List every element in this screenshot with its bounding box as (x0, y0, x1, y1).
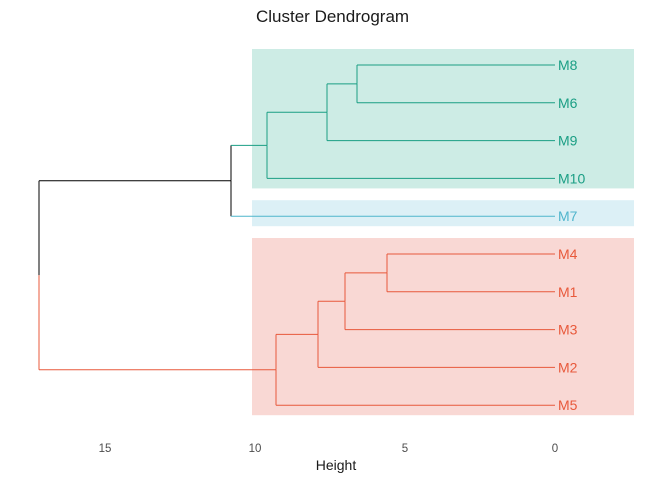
leaf-label: M1 (558, 284, 578, 300)
leaf-label: M5 (558, 397, 578, 413)
x-tick-label: 5 (402, 443, 408, 455)
x-axis-ticks: 15 10 5 0 (99, 443, 559, 455)
dendrogram-branches (38, 64, 555, 406)
leaf-labels: M8 M6 M9 M10 M7 M4 M1 M3 M2 M5 (558, 57, 585, 413)
cluster-rectangles (252, 49, 634, 416)
x-tick-label: 0 (552, 443, 558, 455)
leaf-label: M7 (558, 208, 578, 224)
leaf-label: M10 (558, 170, 585, 186)
cluster-rect (252, 200, 634, 227)
chart-title: Cluster Dendrogram (256, 7, 409, 26)
leaf-label: M8 (558, 57, 578, 73)
cluster-rect (252, 238, 634, 416)
leaf-label: M9 (558, 133, 578, 149)
leaf-label: M3 (558, 322, 578, 338)
x-axis-title: Height (316, 457, 357, 473)
cluster-rect (252, 49, 634, 189)
x-tick-label: 15 (99, 443, 112, 455)
leaf-label: M2 (558, 359, 578, 375)
leaf-label: M6 (558, 95, 578, 111)
x-tick-label: 10 (249, 443, 262, 455)
leaf-label: M4 (558, 246, 578, 262)
